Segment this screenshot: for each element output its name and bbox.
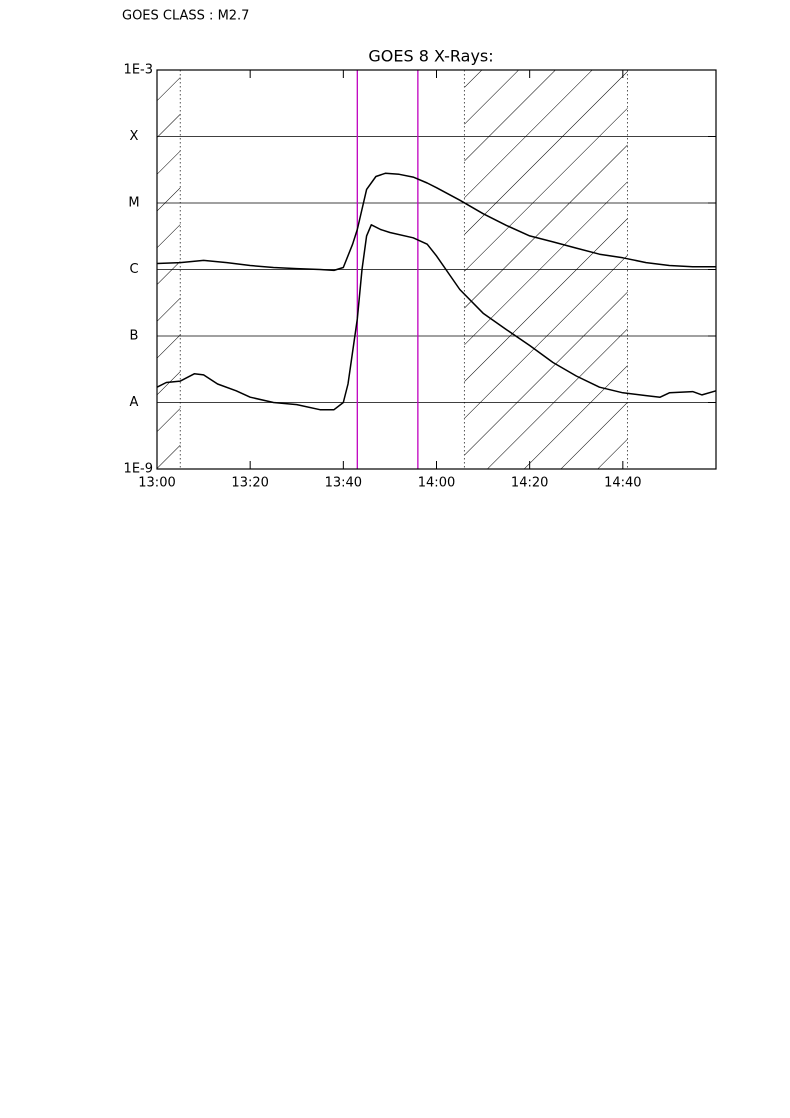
flux-line — [156, 224, 717, 411]
y-tick-label: C — [129, 262, 138, 277]
goes-class: GOES CLASS : M2.7 — [122, 9, 249, 24]
y-tick-label: A — [130, 395, 139, 410]
x-tick-label: 14:20 — [511, 476, 548, 491]
x-tick-label: 13:00 — [138, 476, 175, 491]
x-tick-label: 13:20 — [231, 476, 268, 491]
x-tick-label: 14:40 — [604, 476, 641, 491]
y-tick-label: B — [130, 329, 139, 344]
y-tick-label: X — [130, 129, 139, 144]
x-tick-label: 13:40 — [325, 476, 362, 491]
y-tick-label: 1E-9 — [124, 462, 153, 477]
flux-line — [156, 172, 716, 272]
chart-title: GOES 8 X-Rays: — [368, 47, 493, 66]
x-tick-label: 14:00 — [418, 476, 455, 491]
plot-frame — [156, 69, 717, 470]
y-tick-label: M — [128, 196, 139, 211]
y-tick-label: 1E-3 — [124, 63, 153, 78]
